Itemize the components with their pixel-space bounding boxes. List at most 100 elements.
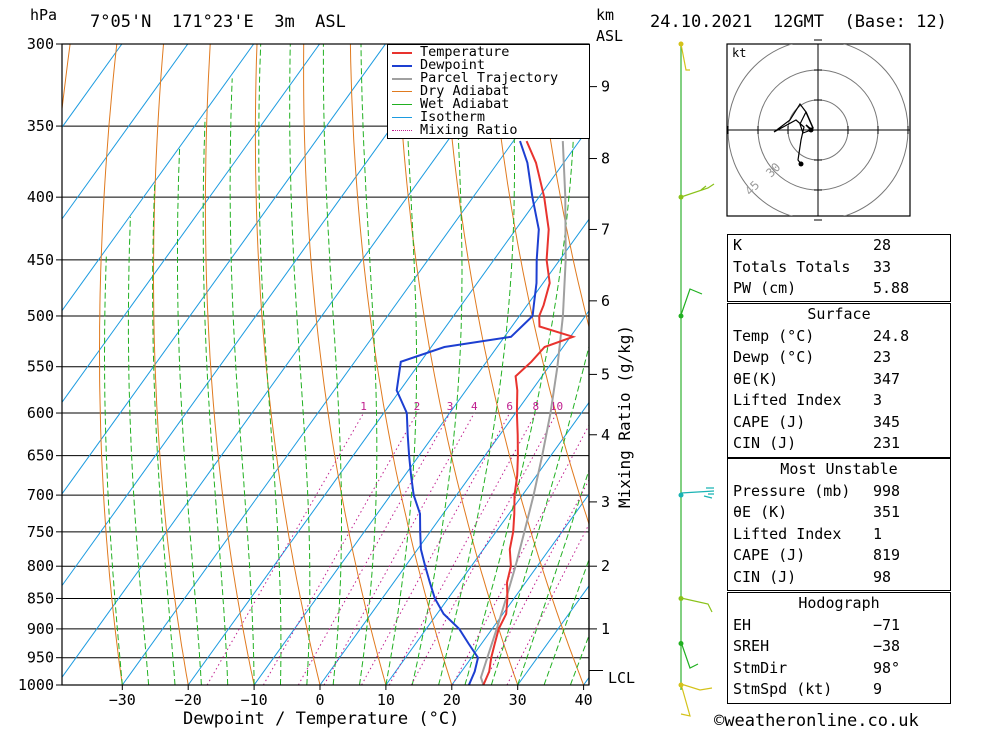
isotherm-line <box>62 44 320 404</box>
index-label: CIN (J) <box>733 567 797 586</box>
temperature-line <box>482 140 577 685</box>
isotherm-line <box>187 126 589 685</box>
km-tick-label: 5 <box>601 365 610 383</box>
pressure-tick-label: 450 <box>27 251 54 269</box>
legend-item: Mixing Ratio <box>392 122 588 138</box>
legend-swatch <box>392 65 412 67</box>
isotherm-line <box>62 44 123 129</box>
dry-adiabat-line <box>204 44 255 685</box>
y-axis-right-label: Mixing Ratio (g/kg) <box>615 324 634 508</box>
index-label: PW (cm) <box>733 279 797 297</box>
wet-adiabat-line <box>359 44 378 685</box>
legend-swatch <box>392 78 412 80</box>
wind-barb <box>680 487 715 499</box>
index-row: CAPE (J) 345 <box>728 412 950 434</box>
legend-item: Isotherm <box>392 110 588 124</box>
index-label: Lifted Index <box>733 524 842 543</box>
isotherm-line <box>121 44 584 685</box>
wet-adiabat-line <box>438 44 515 685</box>
isotherm-line <box>62 44 255 312</box>
index-value: 3 <box>873 391 883 409</box>
surface-panel: Surface Temp (°C) 24.8 Dewp (°C) 23 θE(K) 347… <box>727 303 951 458</box>
temperature-tick-label: 0 <box>315 691 324 709</box>
pressure-tick-label: 400 <box>27 188 54 206</box>
index-value: −38 <box>873 637 901 655</box>
wet-adiabat-line <box>177 148 202 685</box>
mixing-ratio-label: 25 <box>640 400 653 413</box>
km-tick-label: 2 <box>601 557 610 575</box>
index-row: CIN (J) 231 <box>728 433 950 455</box>
index-label: K <box>733 236 743 254</box>
mixing-ratio-line <box>410 412 558 685</box>
mixing-ratio-line <box>361 412 511 685</box>
hodograph-title: Hodograph <box>798 594 880 612</box>
km-tick-label: 8 <box>601 150 610 168</box>
surface-title: Surface <box>807 305 871 323</box>
legend-swatch <box>392 91 412 92</box>
mixing-ratio-line <box>506 523 589 685</box>
pressure-tick-label: 500 <box>27 307 54 325</box>
index-label: EH <box>733 615 752 634</box>
isotherm-line <box>62 44 452 587</box>
wind-barb-dot <box>678 682 684 688</box>
km-tick-label: 7 <box>601 220 610 238</box>
chart-legend: Temperature Dewpoint Parcel Trajectory Dry … <box>387 44 590 139</box>
index-label: θE (K) <box>733 503 788 521</box>
hodograph-panel: Hodograph EH −71 SREH −38 StmDir 98° StmSpd (k… <box>727 592 951 704</box>
index-value: 98° <box>873 658 901 677</box>
legend-label: Temperature <box>420 44 510 60</box>
mixing-ratio-line <box>297 412 451 685</box>
index-label: Lifted Index <box>733 391 842 409</box>
wind-barb-dot <box>678 41 684 47</box>
index-label: StmSpd (kt) <box>733 680 833 698</box>
legend-label: Dry Adiabat <box>420 83 510 99</box>
indices-top-panel: K 28 Totals Totals 33 PW (cm) 5.88 <box>727 234 951 302</box>
lcl-label: LCL <box>608 669 636 687</box>
index-value: 24.8 <box>873 326 910 345</box>
mixing-ratio-line <box>206 412 365 685</box>
isotherm-line <box>319 310 589 685</box>
index-value: 23 <box>873 348 892 366</box>
wet-adiabat-line <box>385 44 418 685</box>
km-unit-label: km <box>596 6 615 24</box>
wind-barb-dot <box>678 595 684 601</box>
index-row: Lifted Index 3 <box>728 390 950 412</box>
wind-barb-dot <box>678 492 684 498</box>
index-value: 998 <box>873 481 901 500</box>
wind-barb <box>680 597 713 613</box>
km-tick-label: 1 <box>601 620 610 638</box>
wind-barb <box>680 183 715 198</box>
dry-adiabat-line <box>254 44 321 685</box>
legend-swatch <box>392 104 412 105</box>
mixing-ratio-line <box>482 478 589 685</box>
index-row: EH −71 <box>728 615 950 637</box>
wet-adiabat-line <box>258 44 282 685</box>
legend-label: Mixing Ratio <box>420 122 518 138</box>
mixing-ratio-label: 2 <box>414 400 421 413</box>
wet-adiabat-line <box>104 253 123 685</box>
index-row: CIN (J) 98 <box>728 567 950 589</box>
wet-adiabat-line <box>202 118 229 685</box>
dry-adiabat-line <box>349 44 453 685</box>
pressure-tick-label: 650 <box>27 447 54 465</box>
pressure-tick-label: 550 <box>27 358 54 376</box>
mixing-ratio-label: 10 <box>550 400 563 413</box>
wind-barb <box>680 683 713 717</box>
mixing-ratio-line <box>262 412 418 685</box>
index-value: 33 <box>873 257 892 276</box>
pressure-tick-label: 1000 <box>18 676 54 694</box>
wet-adiabat-line <box>411 44 463 685</box>
pressure-tick-label: 600 <box>27 404 54 422</box>
parcel-trajectory-line <box>479 141 567 685</box>
wet-adiabat-line <box>229 78 255 685</box>
isotherm-line <box>62 44 189 220</box>
mixing-ratio-line <box>388 412 537 685</box>
most-unstable-title: Most Unstable <box>780 460 898 478</box>
pressure-tick-label: 700 <box>27 486 54 504</box>
index-label: θE(K) <box>733 369 779 388</box>
legend-item: Wet Adiabat <box>392 97 588 111</box>
footer-credit[interactable]: ©weatheronline.co.uk <box>714 711 919 731</box>
dry-adiabat-line <box>958 44 1000 685</box>
index-value: 345 <box>873 412 901 431</box>
